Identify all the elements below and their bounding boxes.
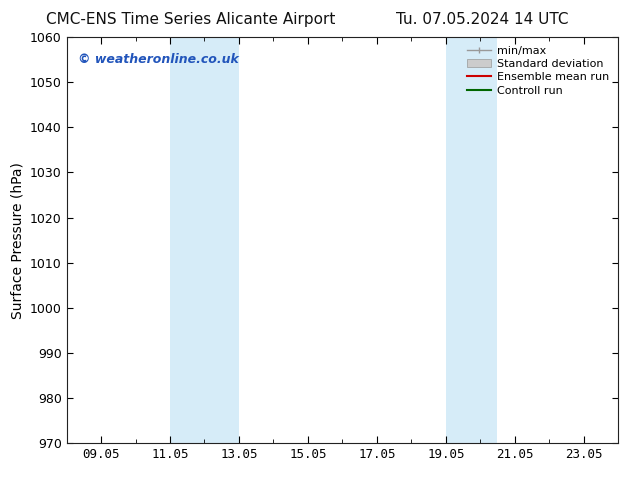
- Bar: [170, 37, 239, 443]
- Text: CMC-ENS Time Series Alicante Airport: CMC-ENS Time Series Alicante Airport: [46, 12, 335, 27]
- Legend: min/max, Standard deviation, Ensemble mean run, Controll run: min/max, Standard deviation, Ensemble me…: [463, 42, 612, 99]
- Y-axis label: Surface Pressure (hPa): Surface Pressure (hPa): [10, 162, 24, 318]
- Text: Tu. 07.05.2024 14 UTC: Tu. 07.05.2024 14 UTC: [396, 12, 568, 27]
- Bar: [446, 37, 498, 443]
- Text: © weatheronline.co.uk: © weatheronline.co.uk: [77, 53, 238, 66]
